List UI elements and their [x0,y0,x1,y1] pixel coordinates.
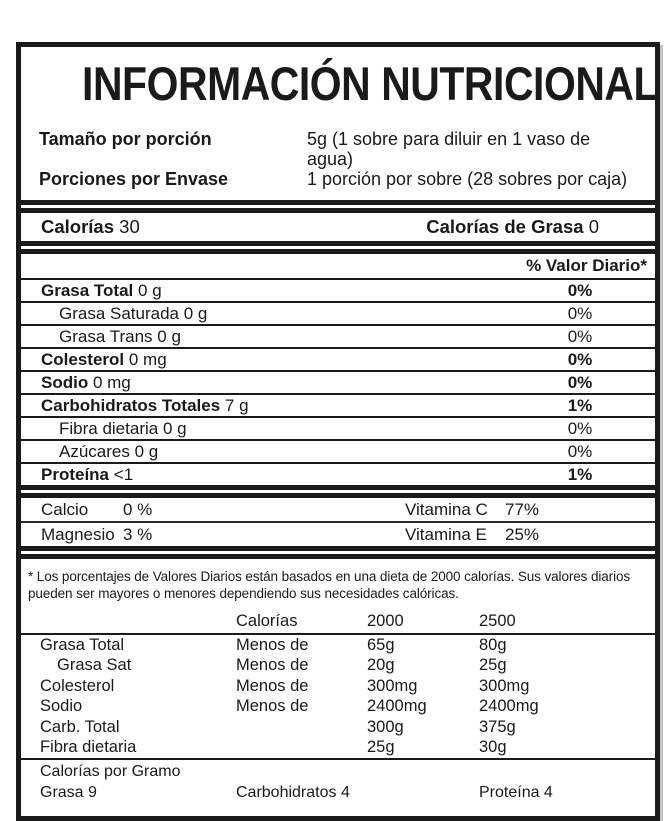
calories-per-gram-values-row: Grasa 9 Carbohidratos 4 Proteína 4 [21,782,655,803]
header-section: INFORMACIÓN NUTRICIONAL Tamaño por porci… [21,47,659,205]
nutrient-amount: 0 g [134,441,159,461]
ref-row-total-fat: Grasa Total Menos de 65g 80g [40,635,507,654]
label-title-text: INFORMACIÓN NUTRICIONAL [82,57,659,110]
nutrient-dv: 0% [567,372,593,392]
calories-per-gram-block: Calorías por Gramo Grasa 9 Carbohidratos… [21,757,655,816]
nutrient-name: Fibra dietaria 0 g [59,418,187,438]
calories-value: 30 [119,216,140,237]
nutrient-row-cholesterol: Colesterol 0 mg 0% [21,347,655,370]
ref-row-sodium: Sodio Menos de 2400mg 2400mg [40,697,539,715]
ref-row-fiber: Fibra dietaria 25g 30g [40,738,507,756]
calories-from-fat-label: Calorías de Grasa [426,216,584,237]
vitamin-row-1: Calcio 0 % Vitamina C 77% [21,498,655,521]
vitamin-row-2: Magnesio 3 % Vitamina E 25% [21,521,655,546]
daily-value-header: % Valor Diario* [526,256,647,275]
servings-per-container-value: 1 porción por sobre (28 sobres por caja) [307,169,628,189]
mineral-magnesium-value: 3 % [123,525,153,544]
nutrient-amount: 0 g [138,280,162,300]
vitamin-e-value: 25% [505,525,540,544]
calories-row: Calorías 30 [21,217,140,237]
calories-section: Calorías 30 Calorías de Grasa 0 [21,208,655,246]
nutrient-name: Sodio 0 mg [41,372,131,392]
reference-table: Calorías 2000 2500 Grasa Total Menos de … [21,611,655,758]
calories-per-gram-title-row: Calorías por Gramo [21,761,655,782]
nutrient-name: Proteína <1 [41,464,134,484]
servings-per-container-label: Porciones por Envase [39,169,229,189]
calories-from-fat-value: 0 [588,216,599,237]
nutrient-amount: 7 g [224,395,249,415]
serving-size-label: Tamaño por porción [39,129,212,149]
nutrient-row-sodium: Sodio 0 mg 0% [21,370,655,393]
ref-header-blank [40,611,236,632]
nutrient-name: Grasa Total 0 g [41,280,162,300]
nutrient-dv: 0% [567,326,593,346]
cpg-protein: Proteína 4 [479,783,553,801]
ref-row-sat-fat: Grasa Sat Menos de 20g 25g [57,656,507,674]
serving-size-value: 5g (1 sobre para diluir en 1 vaso de agu… [307,129,591,169]
nutrient-amount: 0 g [183,303,208,323]
ref-header-calories: Calorías [236,612,298,630]
nutrient-dv: 0% [567,280,593,300]
mineral-magnesium: Magnesio 3 % [41,525,153,544]
calories-label: Calorías [41,216,115,237]
nutrient-name: Grasa Saturada 0 g [59,303,208,323]
nutrient-row-trans-fat: Grasa Trans 0 g 0% [21,324,655,347]
ref-row-cholesterol: Colesterol Menos de 300mg 300mg [40,676,530,695]
serving-info: Tamaño por porción 5g (1 sobre para dilu… [39,129,637,189]
nutrient-row-sugars: Azúcares 0 g 0% [21,439,655,462]
nutrient-dv: 1% [567,464,593,484]
nutrient-name: Grasa Trans 0 g [59,326,181,346]
nutrient-row-fiber: Fibra dietaria 0 g 0% [21,416,655,439]
nutrient-amount: 0 g [162,418,187,438]
ref-row-total-carbs: Carb. Total 300g 375g [40,717,516,736]
calories-per-gram-title: Calorías por Gramo [40,762,181,780]
vitamin-c: Vitamina C 77% [405,500,540,519]
nutrients-section: % Valor Diario* Grasa Total 0 g 0% Grasa… [21,249,655,490]
nutrient-name: Carbohidratos Totales 7 g [41,395,249,415]
nutrient-dv: 0% [567,349,593,369]
ref-header-2000: 2000 [367,612,404,630]
label-title: INFORMACIÓN NUTRICIONAL [39,59,658,109]
servings-per-container-row: Porciones por Envase 1 porción por sobre… [39,169,637,189]
serving-size-row: Tamaño por porción 5g (1 sobre para dilu… [39,129,637,169]
footnote-section: * Los porcentajes de Valores Diarios est… [21,554,655,816]
nutrient-name: Colesterol 0 mg [41,349,167,369]
nutrient-dv: 0% [567,303,593,323]
nutrient-dv: 0% [567,418,593,438]
nutrient-row-saturated-fat: Grasa Saturada 0 g 0% [21,301,655,324]
vitamin-e: Vitamina E 25% [405,525,540,544]
nutrient-amount: 0 mg [92,372,131,392]
nutrient-name: Azúcares 0 g [59,441,159,461]
nutrition-label: INFORMACIÓN NUTRICIONAL Tamaño por porci… [16,42,660,821]
nutrient-amount: 0 g [157,326,181,346]
mineral-calcium: Calcio 0 % [41,500,153,519]
reference-table-header: Calorías 2000 2500 [21,611,655,635]
cpg-fat: Grasa 9 [40,783,97,801]
daily-value-footnote: * Los porcentajes de Valores Diarios est… [28,569,631,601]
nutrient-row-protein: Proteína <1 1% [21,462,655,485]
vitamin-c-value: 77% [505,500,540,519]
nutrient-amount: 0 mg [128,349,167,369]
mineral-calcium-value: 0 % [123,500,153,519]
nutrient-dv: 0% [567,441,593,461]
nutrient-row-total-fat: Grasa Total 0 g 0% [21,278,655,301]
nutrient-amount: <1 [113,464,134,484]
ref-header-2500: 2500 [479,612,516,630]
calories-from-fat-row: Calorías de Grasa 0 [426,217,655,237]
nutrient-row-total-carbs: Carbohidratos Totales 7 g 1% [21,393,655,416]
nutrient-dv: 1% [567,395,593,415]
cpg-carbs: Carbohidratos 4 [236,783,350,801]
vitamins-section: Calcio 0 % Vitamina C 77% Magnesio 3 % V… [21,493,655,551]
